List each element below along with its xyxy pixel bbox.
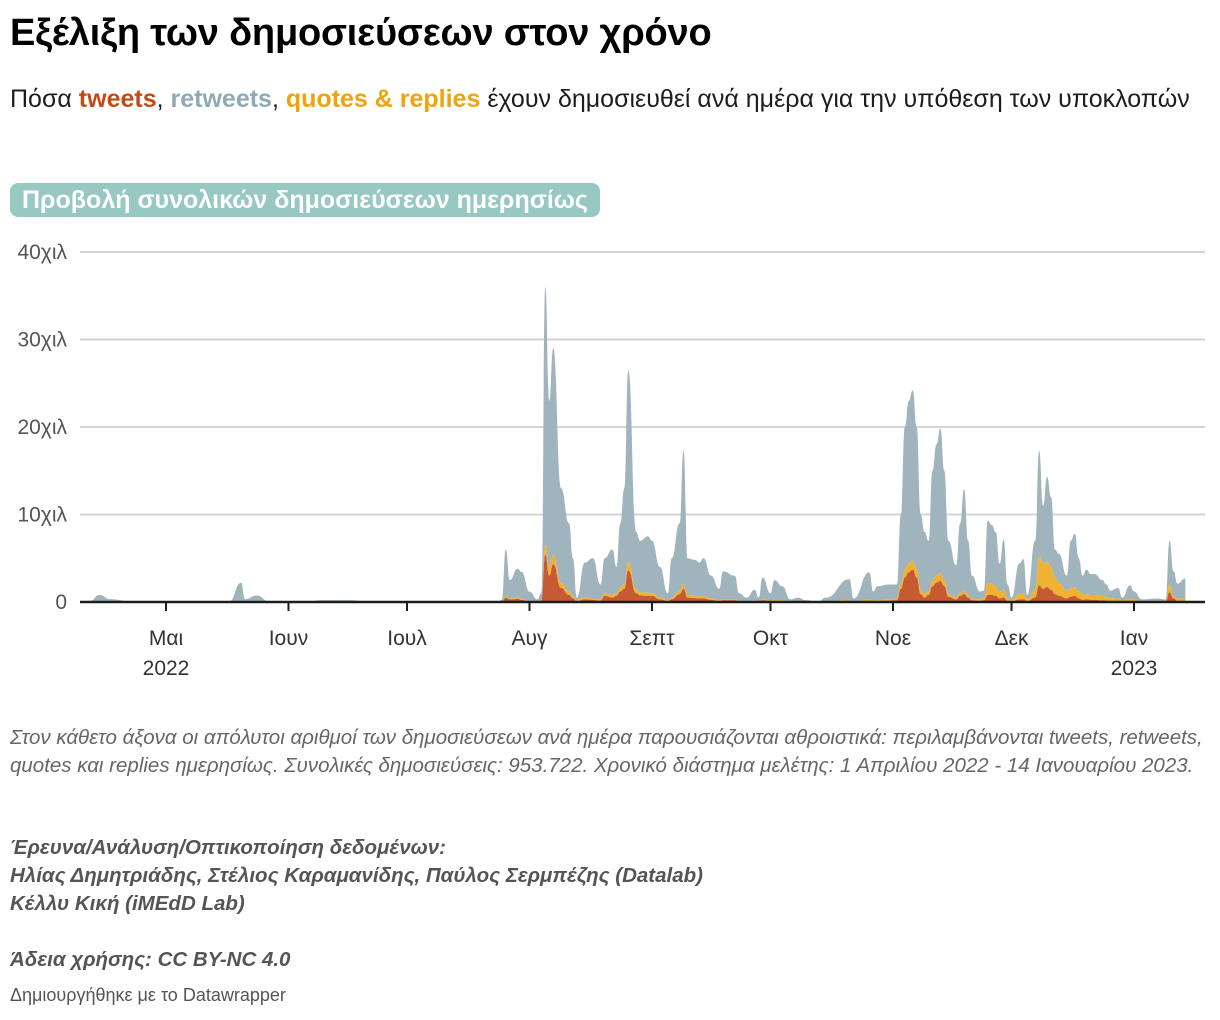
y-tick-label: 30χιλ (17, 329, 67, 352)
y-tick-label: 0 (55, 591, 67, 614)
y-axis: 0 10χιλ 20χιλ 30χιλ 40χιλ (17, 241, 67, 614)
areas (79, 287, 1186, 602)
license: Άδεια χρήσης: CC BY-NC 4.0 (10, 948, 291, 971)
subtitle-separator: , (271, 85, 286, 113)
x-tick-label: Οκτ (753, 627, 789, 650)
subtitle-separator: , (156, 85, 171, 113)
x-tick-label: Μαι (149, 627, 184, 650)
chart-notes: Στον κάθετο άξονα οι απόλυτοι αριθμοί τω… (10, 726, 1203, 777)
x-tick-label: Νοε (875, 627, 911, 650)
subtitle-text: Πόσα (10, 85, 79, 113)
y-tick-label: 20χιλ (17, 416, 67, 439)
gridlines (80, 251, 1205, 516)
stacked-area-chart: 0 10χιλ 20χιλ 30χιλ 40χιλ Μαι 2022 Ιουν Ιουλ Αυγ… (17, 241, 1205, 680)
subtitle-text: έχουν δημοσιευθεί ανά ημέρα για την υπόθ… (480, 85, 1190, 113)
area-retweets (79, 287, 1186, 602)
y-tick-label: 40χιλ (17, 241, 67, 264)
x-tick-year-label: 2022 (143, 657, 190, 680)
x-tick-label: Ιαν (1120, 627, 1148, 650)
x-tick-label: Αυγ (511, 627, 547, 650)
view-total-daily-toggle-button[interactable]: Προβολή συνολικών δημοσιεύσεων ημερησίως (10, 183, 600, 217)
x-tick-label: Σεπτ (629, 627, 675, 650)
credits-heading: Έρευνα/Ανάλυση/Οπτικοποίηση δεδομένων: (10, 836, 446, 859)
credits-line: Κέλλυ Κική (iMEdD Lab) (10, 892, 245, 915)
credits-line: Ηλίας Δημητριάδης, Στέλιος Καραμανίδης, … (10, 864, 703, 887)
x-tick-label: Δεκ (995, 627, 1029, 650)
x-tick-label: Ιουλ (387, 627, 427, 650)
legend-keyword-tweets: tweets (78, 85, 157, 113)
area-tweets (79, 554, 1186, 602)
x-tick-year-label: 2023 (1111, 657, 1158, 680)
legend-keyword-retweets: retweets (170, 85, 272, 113)
chart-title: Εξέλιξη των δημοσιεύσεων στον χρόνο (10, 12, 712, 54)
x-axis: Μαι 2022 Ιουν Ιουλ Αυγ Σεπτ Οκτ Νοε Δεκ Ιαν 2023 (80, 600, 1205, 680)
y-tick-label: 10χιλ (17, 504, 67, 527)
made-with-datawrapper-link[interactable]: Δημιουργήθηκε με το Datawrapper (10, 985, 286, 1005)
legend-keyword-quotes-replies: quotes & replies (285, 85, 481, 113)
x-tick-label: Ιουν (269, 627, 309, 650)
credits: Έρευνα/Ανάλυση/Οπτικοποίηση δεδομένων: Η… (10, 834, 703, 918)
chart-subtitle: Πόσα tweets, retweets, quotes & replies … (10, 82, 1190, 116)
